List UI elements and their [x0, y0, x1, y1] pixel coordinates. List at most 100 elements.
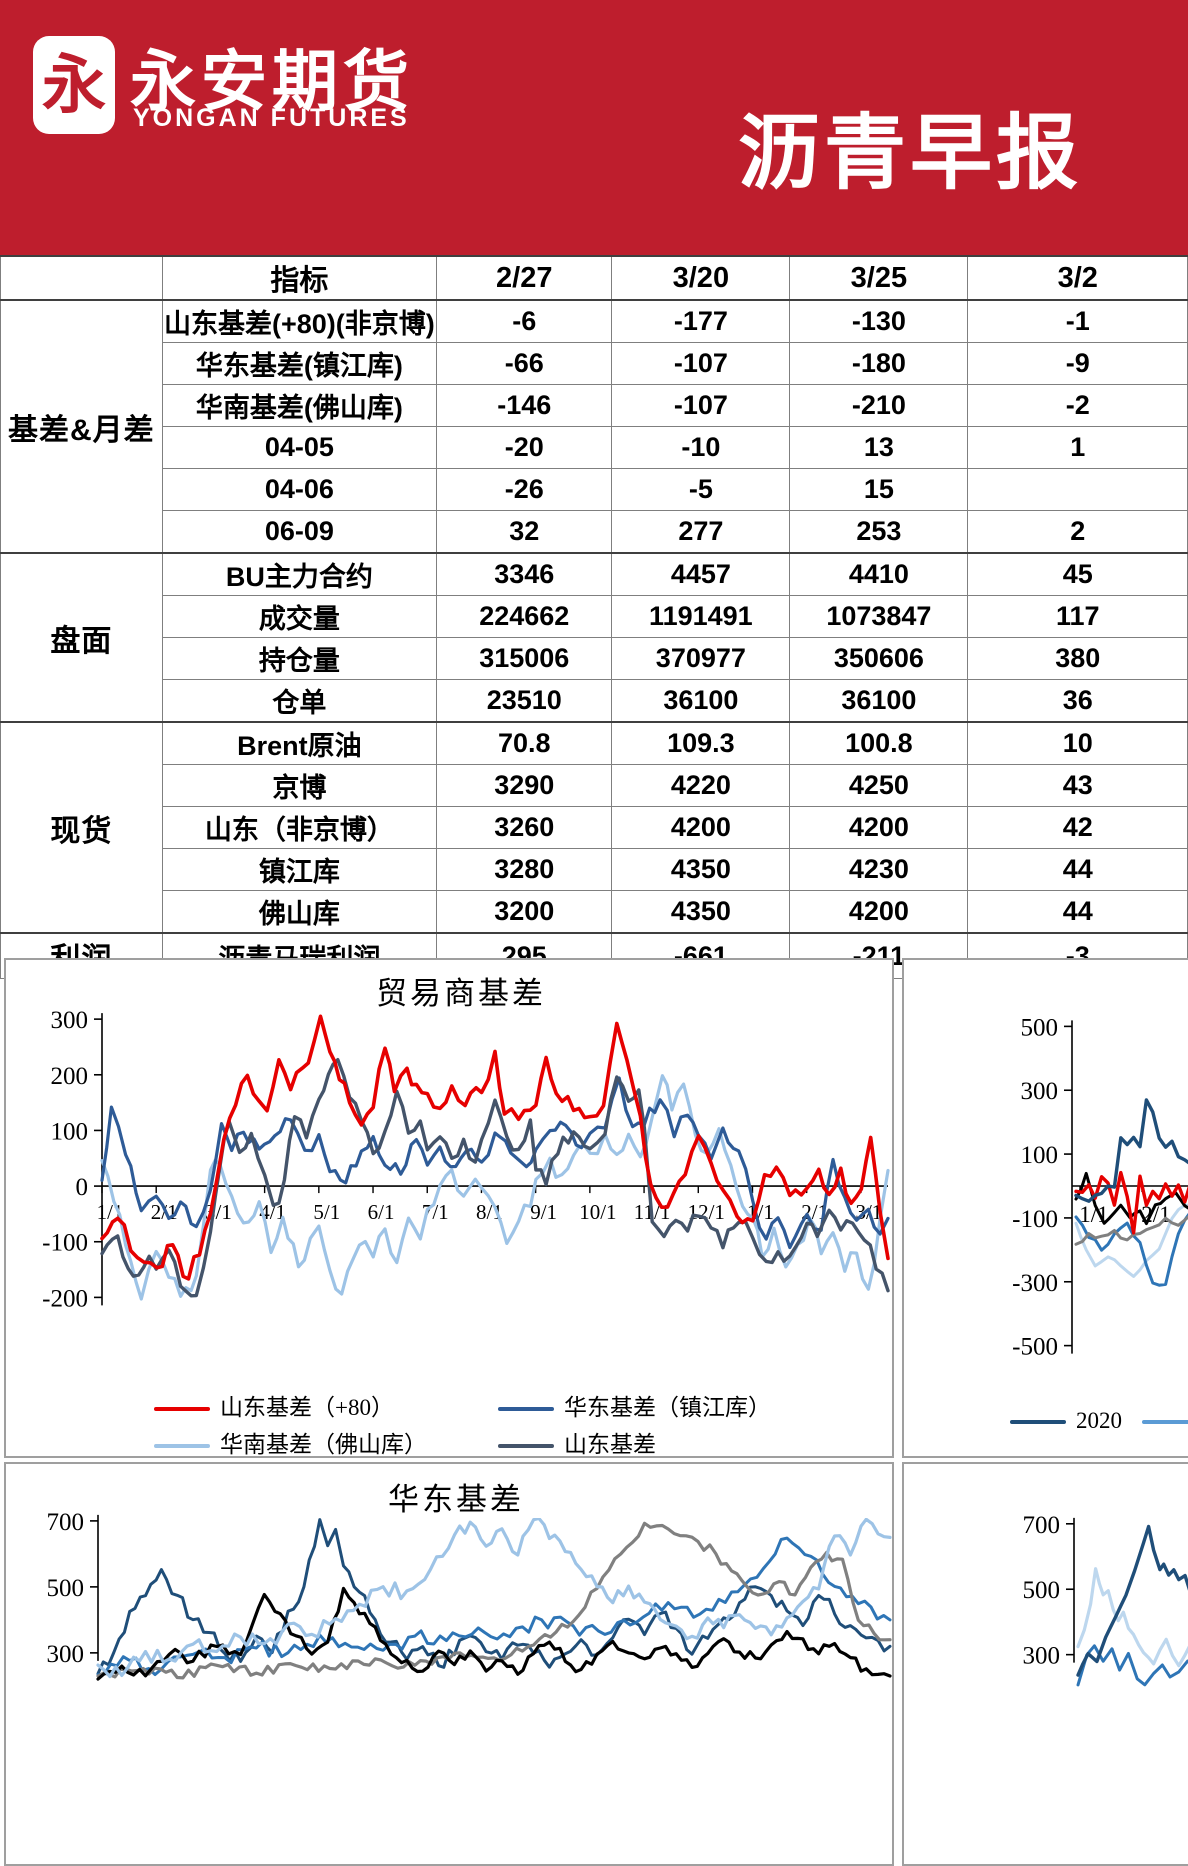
indicator-cell: 持仓量	[161, 637, 438, 680]
value-cell: 277	[611, 510, 791, 554]
value-cell: 100.8	[789, 721, 969, 765]
value-cell: 3346	[436, 552, 613, 596]
value-cell: 70.8	[436, 721, 613, 765]
value-cell: 315006	[436, 637, 613, 680]
table-row: 佛山库 3200 4350 4200 44	[1, 890, 1188, 934]
svg-text:300: 300	[47, 1641, 85, 1668]
value-cell: 4457	[611, 552, 791, 596]
legend-label: 山东基差	[564, 1432, 656, 1457]
value-cell: 224662	[436, 595, 613, 638]
svg-text:300: 300	[1023, 1643, 1061, 1670]
table-row: 持仓量 315006 370977 350606 380	[1, 637, 1188, 680]
value-cell: -26	[436, 468, 613, 511]
table-row: 现货 Brent原油 70.8 109.3 100.8 10	[0, 721, 1188, 934]
value-cell: -177	[611, 299, 791, 343]
yongan-logo: 永	[33, 36, 115, 134]
value-cell: 4220	[611, 764, 791, 807]
value-cell: 10	[967, 721, 1188, 765]
table-row: 华东基差(镇江库) -66 -107 -180 -9	[1, 342, 1188, 385]
value-cell: -66	[436, 342, 613, 385]
value-cell: 45	[967, 552, 1188, 596]
header-row: 指标 2/27 3/20 3/25 3/2	[0, 255, 1188, 301]
header-cell-3: 3/25	[789, 255, 969, 301]
value-cell: 42	[967, 806, 1188, 849]
value-cell: 380	[967, 637, 1188, 680]
header-cell-0: 指标	[161, 255, 438, 301]
value-cell: 44	[967, 848, 1188, 891]
indicator-cell: BU主力合约	[161, 552, 438, 596]
legend-item-0: 山东基差（+80）	[154, 1388, 394, 1422]
value-cell: 23510	[436, 679, 613, 723]
group-label-2: 现货	[0, 721, 163, 934]
value-cell: 117	[967, 595, 1188, 638]
masthead: 永 永安期货 YONGAN FUTURES 沥青早报	[0, 0, 1188, 255]
value-cell: 253	[789, 510, 969, 554]
svg-text:200: 200	[51, 1063, 89, 1090]
value-cell: 4350	[611, 848, 791, 891]
value-cell: -146	[436, 384, 613, 427]
svg-text:700: 700	[47, 1509, 85, 1536]
table-row: 盘面 BU主力合约 3346 4457 4410 45	[0, 552, 1188, 723]
indicator-cell: 华东基差(镇江库)	[161, 342, 438, 385]
table-row: 04-05 -20 -10 13 1	[1, 426, 1188, 469]
legend-swatch	[154, 1444, 210, 1448]
value-cell: 3290	[436, 764, 613, 807]
chart-panel-seasonal-basis: 500 300 100 -100 -300 -500 1/1 2/1 2020	[902, 958, 1188, 1458]
svg-text:6/1: 6/1	[368, 1200, 395, 1224]
legend-label: 华南基差（佛山库）	[220, 1432, 427, 1457]
legend-item-2: 华南基差（佛山库）	[154, 1425, 427, 1459]
value-cell: 4250	[789, 764, 969, 807]
value-cell: 4230	[789, 848, 969, 891]
value-cell: -210	[789, 384, 969, 427]
svg-text:300: 300	[1021, 1078, 1059, 1105]
legend-item-3: 山东基差	[498, 1425, 656, 1459]
value-cell: 43	[967, 764, 1188, 807]
value-cell: 2	[967, 510, 1188, 554]
value-cell: 1	[967, 426, 1188, 469]
value-cell: 44	[967, 890, 1188, 934]
svg-text:100: 100	[51, 1118, 89, 1145]
svg-text:500: 500	[1023, 1577, 1061, 1604]
value-cell: -9	[967, 342, 1188, 385]
value-cell: -107	[611, 342, 791, 385]
header-cell-4: 3/2	[967, 255, 1188, 301]
value-cell: 15	[789, 468, 969, 511]
chart-panel-trader-basis: 300 200 100 0 -100 -200 1/1 2/1 3/1 4/1 5/1 6/1 7/1 8…	[4, 958, 894, 1458]
value-cell: -180	[789, 342, 969, 385]
seasonal-basis-legend: 2020	[904, 1408, 1188, 1448]
east-china-seasonal-plot: 700 500 300	[1023, 1512, 1188, 1687]
table-row: 仓单 23510 36100 36100 36	[1, 679, 1188, 723]
value-cell: 350606	[789, 637, 969, 680]
svg-text:100: 100	[1021, 1142, 1059, 1169]
svg-text:300: 300	[51, 1007, 89, 1034]
trader-basis-legend: 山东基差（+80） 华东基差（镇江库） 华南基差（佛山库） 山东基差	[6, 1388, 892, 1457]
legend-swatch	[498, 1444, 554, 1448]
table-row: 06-09 32 277 253 2	[1, 510, 1188, 554]
value-cell: 13	[789, 426, 969, 469]
legend-swatch	[1010, 1420, 1066, 1424]
value-cell: -20	[436, 426, 613, 469]
table-row: 华南基差(佛山库) -146 -107 -210 -2	[1, 384, 1188, 427]
value-cell: 4200	[789, 890, 969, 934]
indicator-table-head: 指标 2/27 3/20 3/25 3/2	[0, 255, 1188, 301]
value-cell: 32	[436, 510, 613, 554]
svg-text:700: 700	[1023, 1512, 1061, 1539]
value-cell: -6	[436, 299, 613, 343]
table-row: 镇江库 3280 4350 4230 44	[1, 848, 1188, 891]
svg-text:10/1: 10/1	[579, 1200, 616, 1224]
group-label-1: 盘面	[0, 552, 163, 723]
report-title: 沥青早报	[738, 108, 1083, 199]
legend-label: 山东基差（+80）	[220, 1395, 394, 1420]
value-cell: 36100	[611, 679, 791, 723]
indicator-cell: 佛山库	[161, 890, 438, 934]
value-cell: 3280	[436, 848, 613, 891]
value-cell: 1191491	[611, 595, 791, 638]
value-cell: 36	[967, 679, 1188, 723]
indicator-table-body: 基差&月差 山东基差(+80)(非京博) -6 -177 -130 -1 华东基差(镇江库)…	[0, 299, 1188, 979]
indicator-cell: 华南基差(佛山库)	[161, 384, 438, 427]
svg-text:-100: -100	[1012, 1206, 1058, 1233]
legend-label: 华东基差（镇江库）	[564, 1395, 771, 1420]
value-cell: 3200	[436, 890, 613, 934]
indicator-cell: 04-05	[161, 426, 438, 469]
